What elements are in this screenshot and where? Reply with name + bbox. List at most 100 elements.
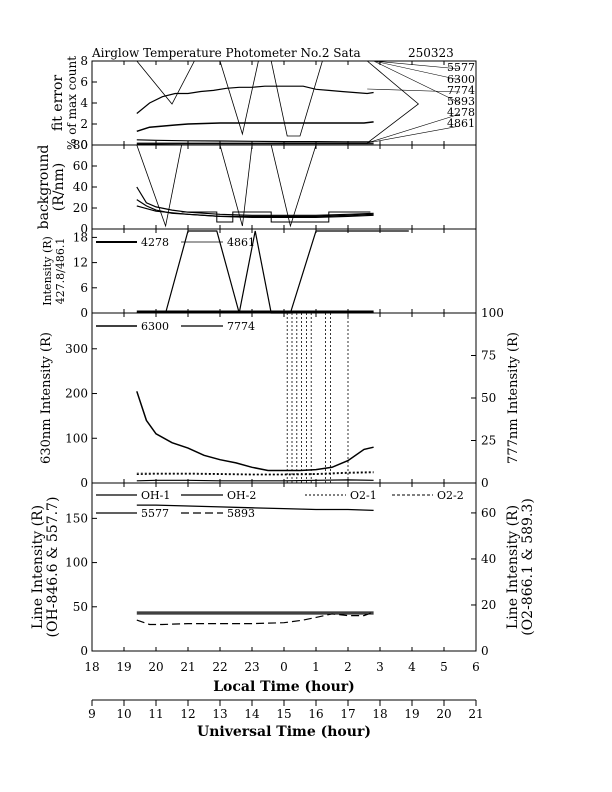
ut-tick-label: 10: [116, 707, 131, 721]
bg-box-trace: [181, 211, 371, 223]
local-tick-label: 1: [312, 660, 320, 674]
local-tick-label: 22: [212, 660, 227, 674]
series-line-O2-2: [136, 472, 374, 476]
y-tick-label: 12: [73, 256, 88, 270]
local-tick-label: 4: [408, 660, 416, 674]
ut-tick-label: 17: [340, 707, 355, 721]
bg-ylabel-2: (R/nm): [51, 163, 67, 211]
fit-ylabel-2: % of max count: [65, 56, 79, 150]
series-line-7774: [136, 139, 374, 143]
right-y-tick-label: 40: [481, 552, 496, 566]
local-tick-label: 18: [84, 660, 99, 674]
bg-switch-trace: [136, 144, 412, 228]
fit-legend-label: 7774: [447, 84, 475, 97]
fit-legend-label: 5893: [447, 95, 475, 108]
local-tick-label: 0: [280, 660, 288, 674]
fit-legend-label: 6300: [447, 73, 475, 86]
right-y-tick-label: 50: [481, 391, 496, 405]
series-line-6300: [136, 391, 374, 472]
fit-leader-7774: [367, 88, 461, 93]
y-tick-label: 0: [80, 222, 88, 236]
series-line-5577: [136, 504, 374, 512]
y-tick-label: 200: [65, 387, 88, 401]
y-tick-label: 0: [80, 644, 88, 658]
series-line-6300: [136, 121, 374, 133]
blue-ylabel-1: Intensity (R): [41, 236, 54, 306]
universal-time-axis: 9 10 11 12 13 14 15 16 17 18 19 20 21: [88, 700, 484, 721]
series-line-5577: [136, 85, 374, 114]
fit-leader-6300: [373, 60, 461, 81]
line-ylabel-left-1: Line Intensity (R): [30, 505, 46, 629]
ut-tick-label: 19: [404, 707, 419, 721]
y-tick-label: 100: [65, 431, 88, 445]
ut-tick-label: 21: [468, 707, 483, 721]
line-ylabel-right-1: Line Intensity (R): [505, 505, 521, 629]
fit-switch-trace: [136, 60, 420, 144]
fit-leader-5893: [373, 60, 461, 104]
y-tick-label: 4: [80, 96, 88, 110]
y-tick-label: 20: [73, 201, 88, 215]
ut-tick-label: 11: [148, 707, 163, 721]
right-y-tick-label: 75: [481, 349, 496, 363]
fit-leader-5577: [373, 60, 461, 70]
local-tick-label: 23: [244, 660, 259, 674]
blue-switch-trace: [165, 230, 409, 314]
local-tick-label: 2: [344, 660, 352, 674]
fit-legend-label: 5577: [447, 61, 475, 74]
fit-leader-4861: [367, 125, 461, 144]
local-tick-label: 21: [180, 660, 195, 674]
legend-label: 5893: [227, 507, 255, 520]
red-intensity-panel: [91, 312, 477, 484]
y-tick-label: 2: [80, 117, 88, 131]
legend-label: 4861: [227, 236, 255, 249]
legend-label: 5577: [141, 507, 169, 520]
ut-tick-label: 18: [372, 707, 387, 721]
series-layer: [136, 60, 461, 626]
y-tick-label: 50: [73, 600, 88, 614]
fit-legend-label: 4278: [447, 106, 475, 119]
local-tick-label: 3: [376, 660, 384, 674]
ut-tick-label: 15: [276, 707, 291, 721]
y-tick-label: 18: [73, 230, 88, 244]
local-tick-label: 20: [148, 660, 163, 674]
y-tick-label: 6: [80, 281, 88, 295]
right-y-tick-label: 100: [481, 306, 504, 320]
series-line-7774: [136, 479, 374, 482]
right-y-tick-label: 0: [481, 476, 489, 490]
ut-tick-label: 13: [212, 707, 227, 721]
local-tick-label: 19: [116, 660, 131, 674]
ut-tick-label: 14: [244, 707, 260, 721]
y-tick-label: 100: [65, 556, 88, 570]
local-time-axis: 18 19 20 21 22 23 0 1 2 3 4 5 6: [84, 660, 479, 674]
title-right: 250323: [408, 46, 454, 60]
universal-time-label: Universal Time (hour): [197, 724, 371, 740]
y-tick-label: 60: [73, 159, 88, 173]
y-tick-label: 0: [80, 138, 88, 152]
ut-tick-label: 9: [88, 707, 96, 721]
ut-tick-label: 12: [180, 707, 195, 721]
local-tick-label: 5: [440, 660, 448, 674]
legend-label: O2-2: [437, 489, 464, 502]
ut-tick-label: 20: [436, 707, 451, 721]
legend-label: 4278: [141, 236, 169, 249]
right-y-tick-label: 60: [481, 506, 496, 520]
ut-tick-label: 16: [308, 707, 323, 721]
y-tick-label: 40: [73, 180, 88, 194]
legend-label: OH-1: [141, 489, 170, 502]
y-tick-label: 0: [80, 306, 88, 320]
bg-ylabel-1: background: [36, 145, 52, 230]
line-ylabel-left-2: (OH-846.6 & 557.7): [45, 497, 61, 638]
y-tick-label: 6: [80, 75, 88, 89]
y-tick-label: 80: [73, 138, 88, 152]
red-intensity-frame: [91, 312, 477, 484]
tick-layer: 0246802040608006121801002003000501001500…: [65, 54, 504, 658]
series-line-5893: [136, 611, 374, 626]
fit-ylabel-1: fit error: [50, 75, 66, 132]
title-left: Airglow Temperature Photometer No.2 Sata: [91, 46, 361, 60]
legend-label: 7774: [227, 320, 255, 333]
legend-label: O2-1: [350, 489, 377, 502]
y-tick-label: 8: [80, 54, 88, 68]
right-y-tick-label: 0: [481, 644, 489, 658]
